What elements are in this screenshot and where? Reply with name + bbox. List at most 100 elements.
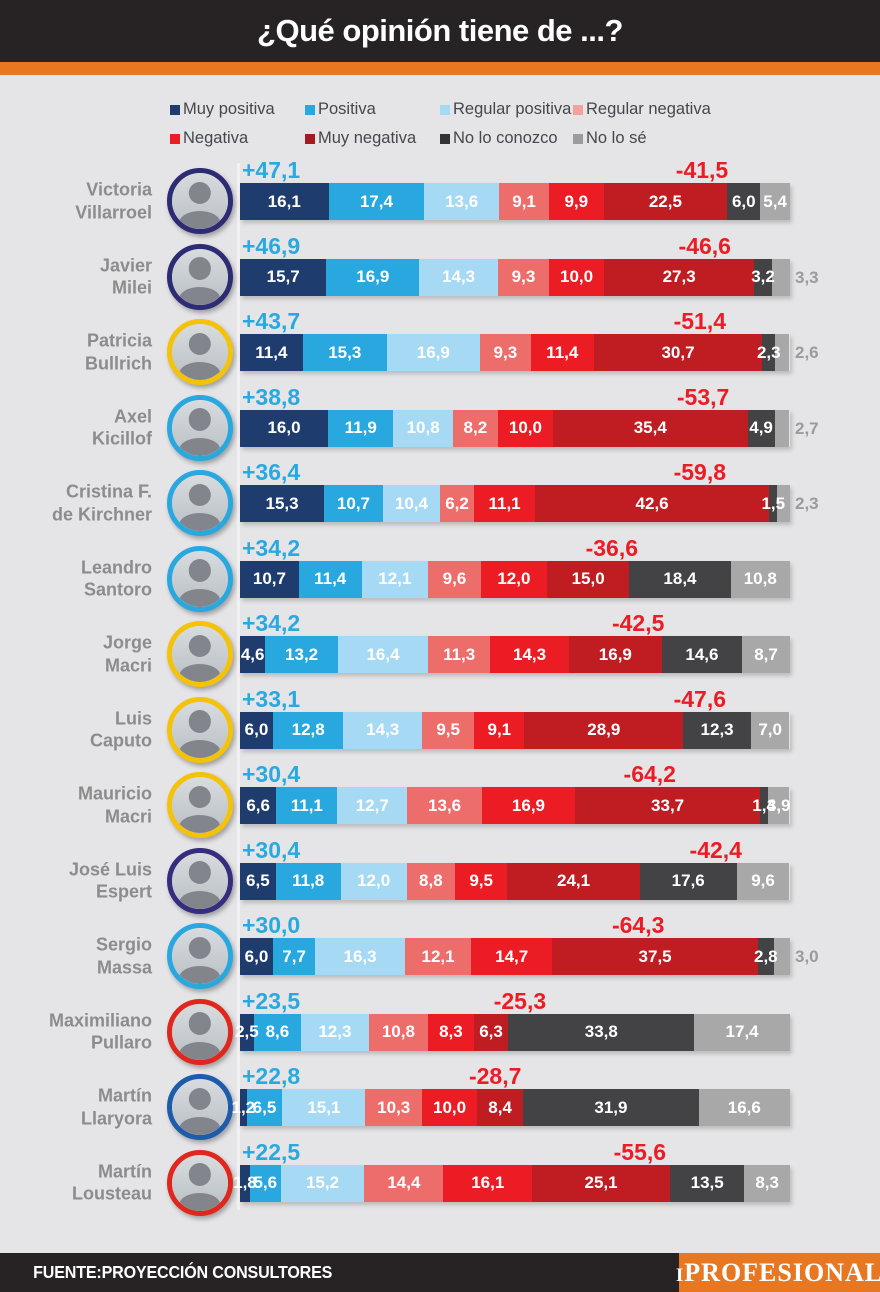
segment-value: 16,1 (471, 1173, 505, 1192)
bar-segment: 9,3 (479, 334, 531, 371)
bar-segment: 1,8 (233, 1164, 257, 1202)
bar-segment (773, 938, 790, 975)
bar-segment: 33,7 (574, 787, 761, 824)
bar-segment: 16,9 (481, 787, 575, 824)
bar-segment: 9,3 (497, 258, 550, 296)
politician-name: Cristina F. de Kirchner (0, 481, 152, 526)
segment-value: 9,5 (469, 871, 493, 890)
portrait-placeholder (172, 1003, 228, 1060)
segment-value: 16,9 (511, 795, 545, 815)
portrait-placeholder (172, 701, 228, 758)
bar-segment: 9,9 (549, 183, 604, 220)
portrait-head-icon (188, 408, 212, 431)
politician-name-line: Milei (111, 277, 152, 298)
bar-segment: 6,0 (727, 183, 761, 220)
politician-photo (167, 696, 233, 763)
positive-score: +34,2 (242, 534, 301, 561)
bar-segment: 8,6 (253, 1013, 302, 1051)
bar-segment: 42,6 (535, 485, 770, 522)
segment-value: 16,4 (366, 644, 400, 664)
bar-segment: 11,4 (530, 334, 594, 371)
segment-value: 9,3 (511, 267, 536, 286)
bar-segment: 8,7 (742, 636, 790, 673)
bar-segment: 6,2 (440, 485, 475, 522)
legend-label: No lo sé (586, 129, 647, 147)
bar-segment: 9,1 (474, 711, 525, 749)
portrait-head-icon (188, 785, 212, 809)
bar-segment: 35,4 (552, 409, 748, 447)
segment-value: 16,3 (343, 946, 377, 966)
bar-segment: 8,3 (428, 1013, 474, 1051)
segment-value: 16,0 (267, 418, 301, 437)
portrait-shoulders-icon (179, 588, 221, 607)
segment-value: 16,9 (356, 267, 390, 286)
segment-value: 15,1 (307, 1097, 341, 1117)
segment-value: 9,6 (751, 871, 775, 890)
positive-score: +43,7 (242, 308, 301, 334)
positive-score: +30,4 (242, 761, 301, 787)
segment-value: 11,1 (488, 493, 521, 513)
politician-name-line: Luis (114, 708, 152, 728)
legend-label: Regular negativa (586, 100, 711, 118)
segment-value: 22,5 (648, 191, 682, 211)
politician-row: Victoria Villarroel +47,1 -41,5 16,1 17,4 13,6… (0, 157, 880, 237)
bar-segment: 22,5 (603, 183, 728, 220)
segment-value: 11,3 (443, 644, 476, 664)
segment-value: 33,7 (651, 795, 685, 815)
legend-label: Regular positiva (453, 100, 572, 118)
segment-value: 10,0 (560, 267, 594, 286)
segment-value: 12,1 (421, 946, 455, 966)
negative-score: -53,7 (676, 383, 730, 410)
bar-segment: 6,5 (240, 862, 276, 900)
opinion-bar: 2,5 8,6 12,3 10,8 8,3 6,3 33,8 17,4 (235, 1013, 790, 1051)
bar-segment: 15,7 (240, 258, 327, 296)
opinion-bar: 10,7 11,4 12,1 9,6 12,0 15,0 18,4 10,8 (240, 560, 790, 598)
segment-value: 16,6 (727, 1097, 761, 1117)
positive-score: +23,5 (242, 987, 301, 1014)
segment-value: 35,4 (633, 418, 667, 437)
portrait-head-icon (188, 634, 212, 658)
politician-name: Martín Llaryora (0, 1085, 152, 1130)
politician-photo (167, 545, 233, 612)
bar-segment: 4,9 (747, 409, 775, 447)
segment-value: 28,9 (587, 720, 621, 739)
segment-value: 15,7 (266, 267, 300, 286)
bar-segment: 12,3 (683, 711, 751, 749)
negative-score: -41,5 (675, 157, 729, 183)
portrait-placeholder (172, 324, 228, 380)
bar-segment: 11,4 (240, 334, 303, 371)
politician-name-line: Jorge (102, 632, 152, 653)
portrait-shoulders-icon (179, 966, 221, 984)
segment-value: 16,9 (598, 644, 632, 664)
bar-segment: 17,4 (328, 183, 425, 220)
bar-segment: 9,6 (428, 560, 481, 598)
opinion-bar: 15,7 16,9 14,3 9,3 10,0 27,3 3,2 (240, 258, 790, 296)
segment-value: 12,7 (355, 795, 389, 815)
bar-segment (774, 409, 790, 447)
politician-name: Luis Caputo (0, 707, 152, 752)
portrait-placeholder (172, 928, 228, 984)
segment-value: 6,5 (252, 1097, 277, 1117)
bar-segment: 37,5 (552, 938, 759, 975)
politician-name-line: Santoro (83, 579, 152, 600)
bar-segment: 6,0 (240, 938, 273, 975)
portrait-head-icon (188, 861, 212, 884)
politician-name-line: Martín (98, 1085, 152, 1106)
positive-score: +36,4 (242, 459, 301, 485)
bar-segment: 16,9 (568, 636, 662, 673)
opinion-bar: 6,0 7,7 16,3 12,1 14,7 37,5 2,8 (240, 938, 790, 975)
legend-item: Regular positiva (440, 100, 573, 119)
bar-segment: 13,6 (407, 787, 482, 824)
segment-value: 8,8 (419, 871, 443, 890)
segment-value: 1,4 (752, 795, 776, 815)
politician-name: Maximiliano Pullaro (0, 1009, 152, 1054)
segment-value: 30,7 (661, 342, 695, 362)
politician-row: Martín Llaryora +22,8 -28,7 1,2 6,5 15,1 10,3 10… (0, 1063, 880, 1143)
portrait-head-icon (188, 1087, 212, 1111)
politician-name: Patricia Bullrich (0, 330, 152, 375)
bar-segment: 16,3 (315, 938, 405, 975)
legend-item: No lo sé (573, 129, 743, 148)
positive-score: +30,4 (242, 836, 301, 863)
segment-value: 4,6 (240, 644, 265, 664)
segment-value: 2,5 (235, 1022, 259, 1041)
